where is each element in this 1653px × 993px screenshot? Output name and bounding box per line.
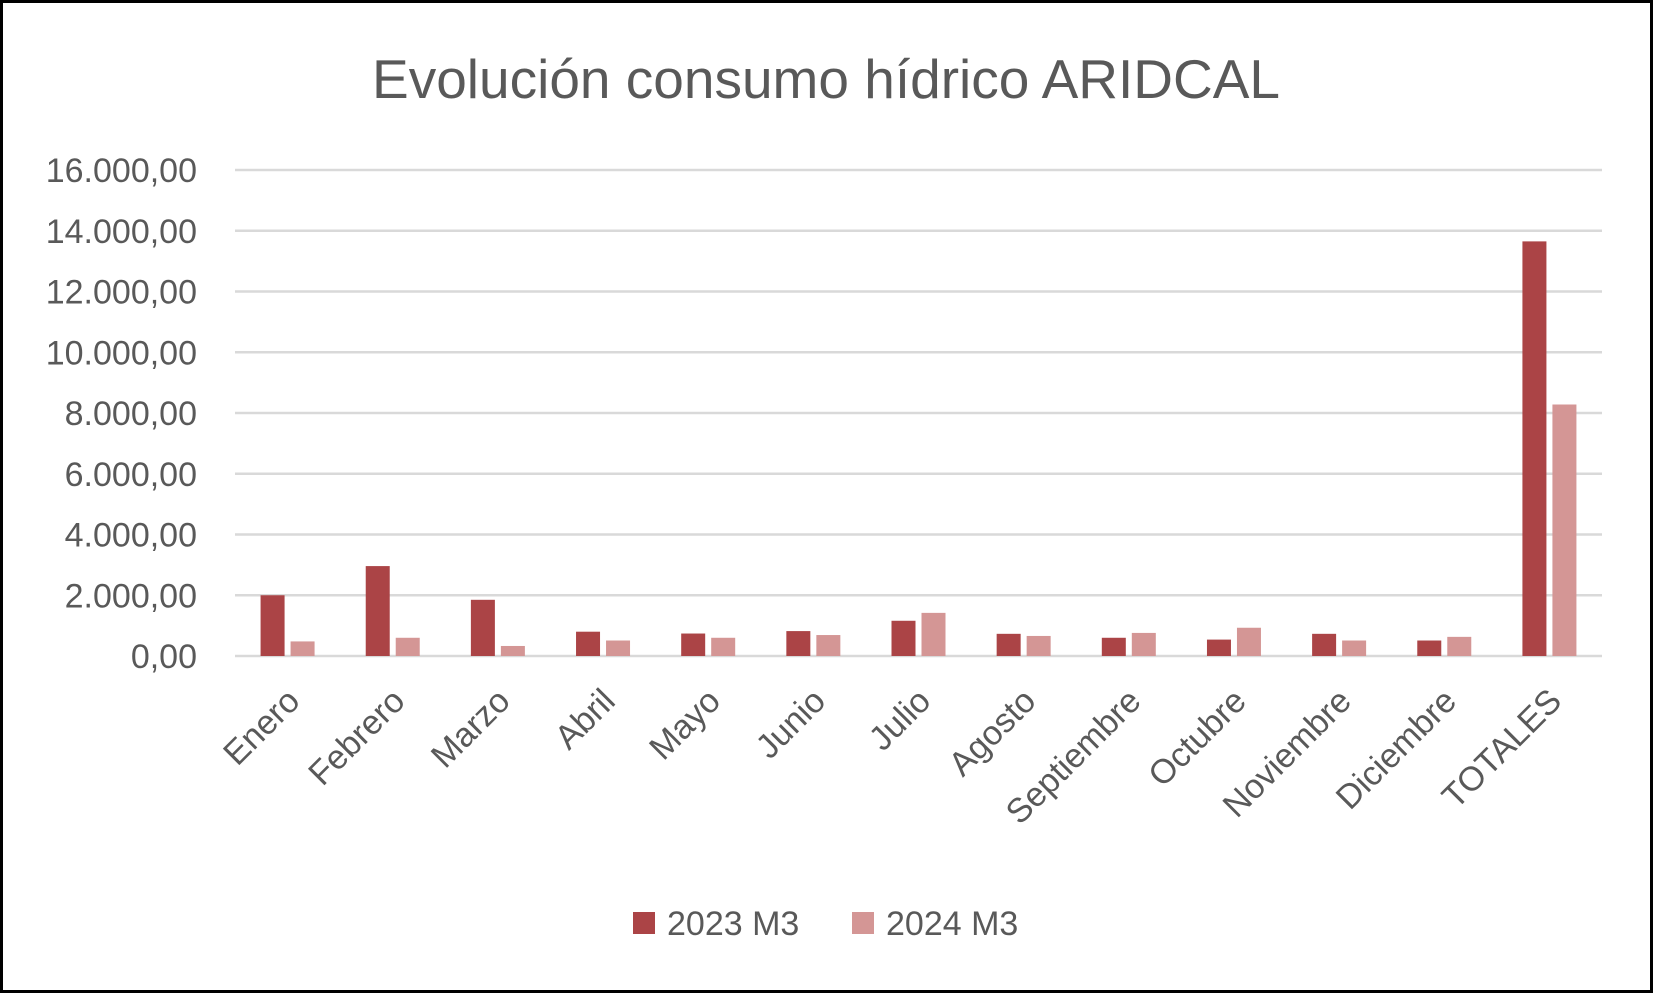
bar <box>395 637 420 656</box>
bar <box>1101 637 1126 656</box>
bar <box>260 595 285 656</box>
bar <box>470 599 495 656</box>
bar <box>500 645 525 656</box>
y-tick-label: 4.000,00 <box>65 517 197 555</box>
bar <box>786 631 811 656</box>
x-tick-label: Enero <box>216 682 307 773</box>
y-axis-labels: 0,00 2.000,00 4.000,00 6.000,00 8.000,00 10.0… <box>46 152 197 676</box>
grid-lines <box>235 168 1602 658</box>
x-tick-label: Mayo <box>642 682 728 768</box>
bar <box>681 633 706 656</box>
x-tick-label: Marzo <box>424 682 518 776</box>
y-tick-label: 16.000,00 <box>46 152 197 190</box>
bar <box>996 633 1021 656</box>
bar <box>1236 627 1261 656</box>
bar <box>1417 640 1442 656</box>
legend: 2023 M3 2024 M3 <box>633 905 1018 943</box>
bar <box>816 635 841 656</box>
y-tick-label: 12.000,00 <box>46 274 197 312</box>
y-tick-label: 2.000,00 <box>65 577 197 615</box>
bar <box>1026 635 1051 656</box>
x-tick-label: Febrero <box>301 682 412 793</box>
bar <box>1447 636 1472 656</box>
x-tick-label: Agosto <box>942 682 1044 784</box>
legend-swatch <box>852 912 874 934</box>
legend-swatch <box>633 912 655 934</box>
bar <box>1342 640 1367 656</box>
bar <box>1131 632 1156 656</box>
y-tick-label: 6.000,00 <box>65 456 197 494</box>
legend-label: 2024 M3 <box>886 905 1018 943</box>
bar <box>576 631 601 656</box>
chart-title: Evolución consumo hídrico ARIDCAL <box>372 48 1280 110</box>
bar <box>1206 639 1231 656</box>
bar <box>891 620 916 656</box>
bar <box>711 637 736 656</box>
bars <box>260 241 1577 656</box>
bar <box>1522 241 1547 656</box>
x-tick-label: Abril <box>548 682 623 757</box>
bar <box>1312 633 1337 656</box>
y-tick-label: 10.000,00 <box>46 334 197 372</box>
y-tick-label: 14.000,00 <box>46 213 197 251</box>
x-tick-label: Julio <box>862 682 938 758</box>
bar <box>606 640 631 656</box>
bar <box>921 612 946 656</box>
bar <box>365 566 390 656</box>
x-tick-label: Junio <box>749 682 833 766</box>
bar <box>1552 404 1577 656</box>
legend-label: 2023 M3 <box>667 905 799 943</box>
y-tick-label: 8.000,00 <box>65 395 197 433</box>
bar <box>290 641 315 656</box>
y-tick-label: 0,00 <box>131 638 197 676</box>
